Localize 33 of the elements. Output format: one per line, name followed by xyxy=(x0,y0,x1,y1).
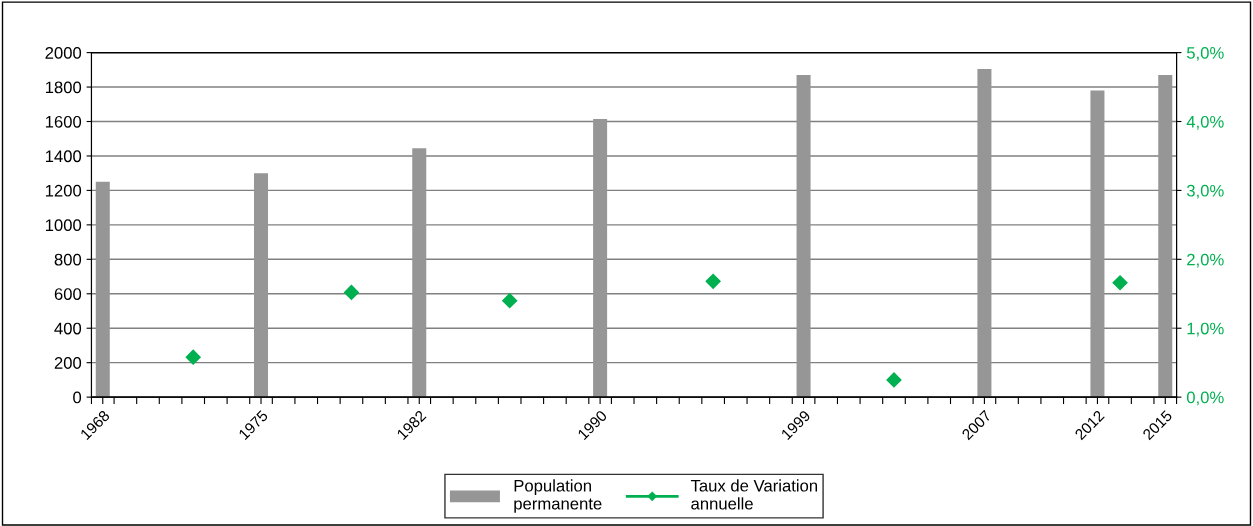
point xyxy=(343,284,360,300)
y-tick-label: 600 xyxy=(54,288,82,300)
legend-label: Taux de Variation annuelle xyxy=(690,479,818,510)
y2-tick-label: 5,0% xyxy=(1186,47,1224,61)
y-tick-label: 1200 xyxy=(45,184,82,197)
bar xyxy=(254,173,269,398)
bar xyxy=(1090,90,1105,398)
y-tick-label: 1600 xyxy=(45,115,82,128)
y-tick-label: 2000 xyxy=(45,47,82,59)
y-tick-label: 800 xyxy=(54,253,82,266)
y2-tick-label: 4,0% xyxy=(1186,115,1224,130)
y-tick-label: 1800 xyxy=(45,81,82,94)
y2-tick-label: 0,0% xyxy=(1186,391,1224,406)
bar xyxy=(593,118,608,398)
point xyxy=(502,293,518,309)
y2-tick-label: 1,0% xyxy=(1187,322,1224,337)
point xyxy=(886,372,902,388)
y-tick-label: 1400 xyxy=(45,150,82,163)
y-tick-label: 0 xyxy=(73,391,82,404)
bar xyxy=(95,181,110,398)
y2-tick-label: 2,0% xyxy=(1187,253,1224,268)
point xyxy=(1112,275,1128,291)
y-tick-label: 400 xyxy=(54,322,82,335)
point xyxy=(185,349,201,365)
y2-tick-label: 3,0% xyxy=(1186,184,1224,199)
bar xyxy=(796,74,811,398)
y-tick-label: 1000 xyxy=(45,219,82,232)
legend-label: Population permanente xyxy=(514,479,602,513)
bar xyxy=(977,68,992,398)
bar xyxy=(1158,74,1173,398)
y-tick-label: 200 xyxy=(54,357,82,369)
point xyxy=(705,273,721,289)
bar xyxy=(412,148,427,398)
